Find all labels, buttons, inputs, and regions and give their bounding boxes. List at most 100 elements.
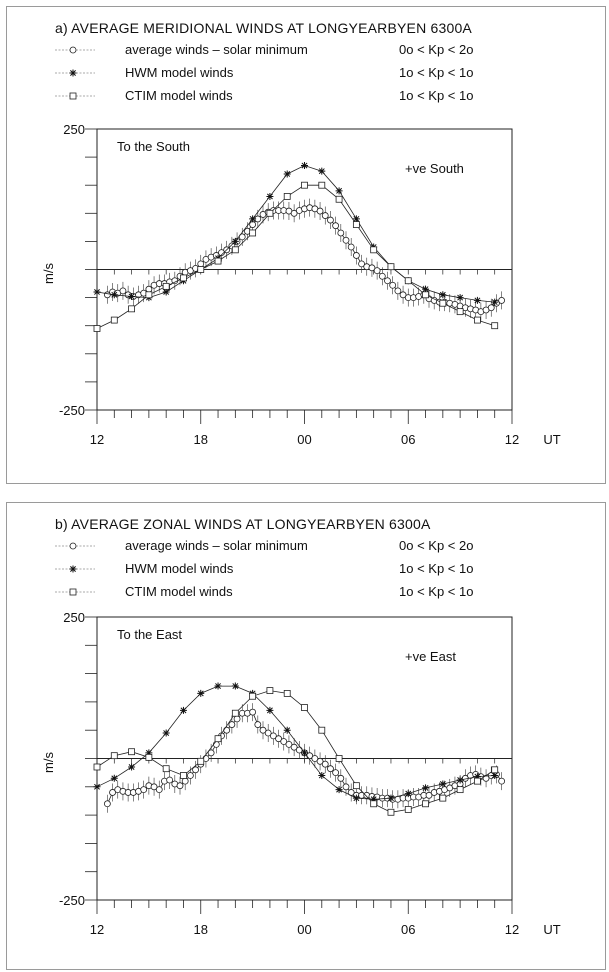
data-point (93, 783, 101, 791)
data-point (110, 752, 118, 760)
data-point (93, 288, 101, 296)
legend-marker-circle (69, 46, 77, 54)
data-point (404, 806, 412, 813)
legend-marker-square (69, 92, 77, 100)
data-point (332, 222, 340, 230)
data-point (332, 769, 340, 777)
legend-label: HWM model winds (125, 561, 234, 576)
data-point (491, 298, 499, 306)
data-point (352, 252, 360, 259)
legend-kp-range: 1o < Kp < 1o (399, 584, 473, 599)
data-point (384, 277, 391, 285)
y-tick-label: -250 (59, 893, 85, 908)
data-point (301, 181, 308, 189)
data-point (439, 780, 447, 788)
data-point (422, 285, 430, 293)
data-point (290, 209, 298, 217)
data-point (301, 749, 308, 757)
data-point (186, 772, 194, 779)
legend-entry: CTIM model winds 1o < Kp < 1o (55, 584, 473, 599)
data-point (228, 721, 236, 728)
data-point (197, 260, 205, 268)
data-point (179, 706, 187, 714)
data-point (266, 687, 274, 694)
data-point (264, 729, 272, 737)
data-point (404, 277, 412, 285)
data-point (103, 800, 111, 808)
data-point (290, 743, 298, 751)
data-point (335, 187, 343, 195)
data-point (422, 291, 429, 299)
data-point (491, 766, 499, 774)
data-point (93, 763, 101, 771)
x-tick-label: 00 (297, 432, 311, 447)
data-point (342, 783, 350, 791)
data-point (109, 789, 116, 796)
data-point (162, 288, 170, 296)
data-point (439, 299, 447, 307)
data-point (337, 774, 345, 782)
legend-label: CTIM model winds (125, 584, 233, 599)
data-point (473, 773, 481, 781)
y-axis-label: m/s (41, 752, 56, 773)
data-point (316, 207, 324, 215)
data-point (456, 294, 464, 302)
data-point (110, 774, 118, 782)
data-point (283, 193, 291, 200)
legend-marker-circle (69, 542, 77, 550)
data-point (335, 755, 343, 762)
data-point (207, 749, 215, 757)
x-axis-unit-label: UT (543, 922, 560, 937)
data-point (456, 786, 464, 794)
data-point (128, 748, 135, 756)
chart-panel-zonal: b) AVERAGE ZONAL WINDS AT LONGYEARBYEN 6… (6, 502, 606, 970)
x-tick-label: 18 (194, 432, 208, 447)
data-point (231, 682, 239, 690)
data-point (352, 221, 360, 228)
legend-label: CTIM model winds (125, 88, 233, 103)
data-point (214, 682, 222, 690)
data-point (422, 800, 429, 808)
data-point (212, 740, 220, 748)
data-point (266, 192, 274, 200)
data-point (231, 246, 239, 254)
data-point (327, 765, 334, 773)
data-point (283, 726, 291, 734)
legend-entry: CTIM model winds 1o < Kp < 1o (55, 88, 473, 103)
data-point (176, 782, 184, 790)
data-point (321, 212, 329, 219)
data-point (285, 740, 293, 748)
data-point (342, 236, 350, 244)
legend-entry: average winds – solar minimum 0o < Kp < 2… (55, 538, 473, 553)
data-point (166, 776, 174, 784)
y-tick-label: 250 (63, 122, 85, 137)
data-point (387, 808, 395, 816)
data-point (249, 229, 257, 237)
data-point (145, 291, 153, 299)
data-point (327, 216, 334, 224)
data-point (128, 763, 136, 771)
data-point (275, 735, 282, 743)
data-point (456, 776, 464, 784)
data-point (145, 753, 153, 761)
series-star (93, 682, 499, 803)
data-point (197, 266, 205, 273)
legend-label: average winds – solar minimum (125, 538, 308, 553)
chart-title: b) AVERAGE ZONAL WINDS AT LONGYEARBYEN 6… (55, 516, 431, 532)
legend-entry: average winds – solar minimum 0o < Kp < 2… (55, 42, 473, 57)
data-point (318, 726, 326, 734)
series-square (93, 687, 499, 816)
legend-label: average winds – solar minimum (125, 42, 308, 57)
chart-panel-meridional: a) AVERAGE MERIDIONAL WINDS AT LONGYEARB… (6, 6, 606, 484)
data-point (231, 709, 239, 717)
legend-entry: HWM model winds 1o < Kp < 1o (55, 65, 473, 80)
data-point (487, 304, 495, 312)
data-point (180, 274, 187, 282)
series-line (96, 165, 495, 303)
x-tick-label: 12 (90, 432, 104, 447)
data-point (218, 249, 225, 257)
data-point (352, 215, 360, 223)
data-point (283, 170, 291, 178)
data-point (145, 749, 153, 757)
data-point (456, 308, 464, 316)
